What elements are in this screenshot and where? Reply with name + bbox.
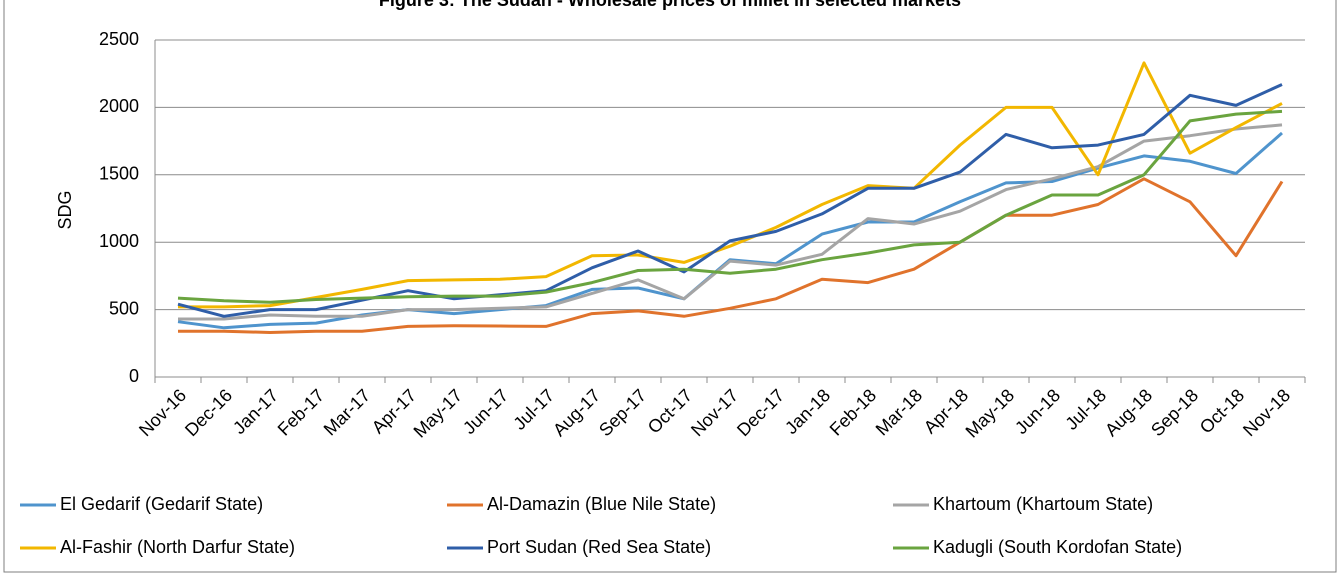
legend-label: El Gedarif (Gedarif State) xyxy=(60,494,263,514)
y-tick-label: 1000 xyxy=(99,231,139,251)
legend-label: Port Sudan (Red Sea State) xyxy=(487,537,711,557)
y-tick-label: 0 xyxy=(129,366,139,386)
series-line xyxy=(177,109,1283,304)
y-tick-label: 500 xyxy=(109,298,139,318)
series-line xyxy=(177,83,1283,318)
y-tick-label: 2000 xyxy=(99,96,139,116)
y-tick-label: 1500 xyxy=(99,164,139,184)
chart-frame xyxy=(3,0,1337,573)
legend-label: Kadugli (South Kordofan State) xyxy=(933,537,1182,557)
legend-label: Khartoum (Khartoum State) xyxy=(933,494,1153,514)
legend-label: Al-Damazin (Blue Nile State) xyxy=(487,494,716,514)
y-tick-label: 2500 xyxy=(99,29,139,49)
series-line xyxy=(178,123,1283,321)
legend-label: Al-Fashir (North Darfur State) xyxy=(60,537,295,557)
chart-title: Figure 3: The Sudan - Wholesale prices o… xyxy=(379,0,961,10)
series-line xyxy=(178,61,1283,309)
y-axis-label: SDG xyxy=(55,190,75,229)
series-line xyxy=(178,177,1284,334)
